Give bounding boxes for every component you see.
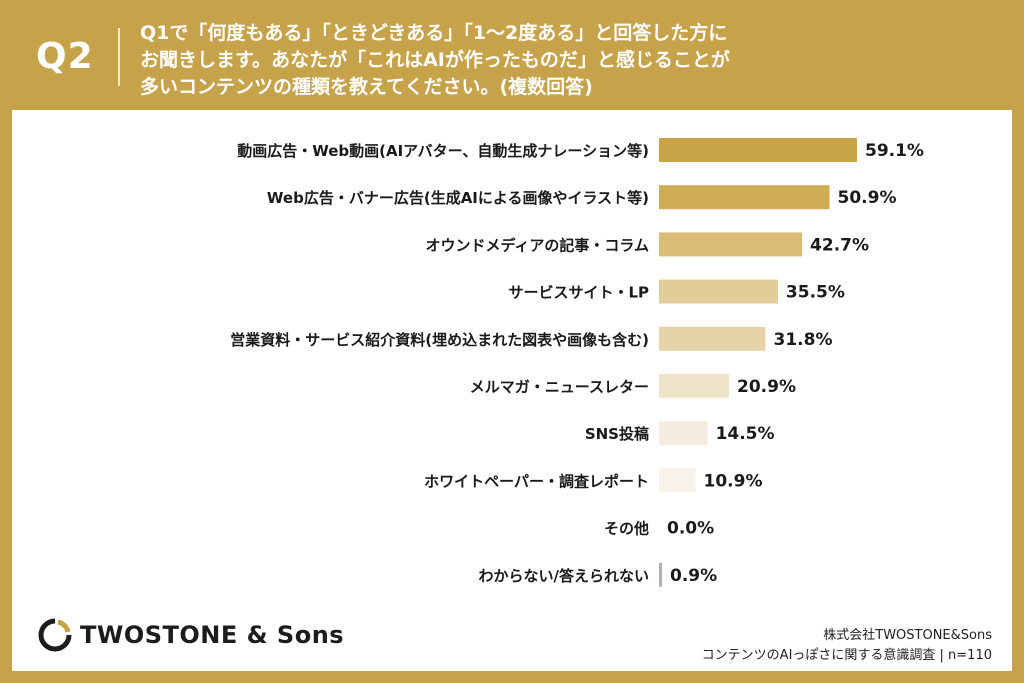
value-label: 14.5% — [716, 424, 775, 444]
category-label: ホワイトペーパー・調査レポート — [424, 472, 649, 490]
question-line-1: Q1で「何度もある」「ときどきある」「1〜2度ある」と回答した方に — [140, 22, 728, 44]
question-label: Q2 — [36, 36, 94, 77]
header-divider — [118, 28, 120, 86]
bar — [659, 374, 730, 398]
category-label: その他 — [604, 520, 649, 538]
bar — [659, 421, 708, 446]
value-label: 0.9% — [670, 566, 717, 586]
company-name: 株式会社TWOSTONE&Sons — [823, 628, 992, 643]
value-label: 35.5% — [786, 283, 845, 303]
bar — [659, 232, 803, 257]
category-label: オウンドメディアの記事・コラム — [425, 236, 649, 254]
bar-chart: 動画広告・Web動画(AIアバター、自動生成ナレーション等) 59.1% Web広告… — [230, 138, 924, 587]
footer-credit: 株式会社TWOSTONE&Sons コンテンツのAIっぽさに関する意識調査 | … — [702, 626, 992, 666]
bar — [659, 185, 830, 210]
value-label: 42.7% — [810, 235, 869, 255]
company-logo: TWOSTONE & Sons — [38, 618, 344, 652]
question-line-3: 多いコンテンツの種類を教えてください。(複数回答) — [140, 76, 593, 98]
survey-name: コンテンツのAIっぽさに関する意識調査 | n=110 — [701, 648, 992, 663]
category-label: メルマガ・ニュースレター — [470, 378, 649, 396]
logo-mark-icon — [38, 618, 72, 652]
category-label: 動画広告・Web動画(AIアバター、自動生成ナレーション等) — [237, 142, 649, 160]
bar — [659, 138, 857, 162]
category-label: わからない/答えられない — [479, 567, 649, 585]
value-label: 31.8% — [774, 330, 833, 350]
category-label: Web広告・バナー広告(生成AIによる画像やイラスト等) — [267, 189, 649, 207]
bar — [659, 562, 663, 587]
header: Q2 Q1で「何度もある」「ときどきある」「1〜2度ある」と回答した方に お聞き… — [0, 0, 1024, 105]
category-label: 営業資料・サービス紹介資料(埋め込まれた図表や画像も含む) — [230, 331, 649, 349]
value-label: 59.1% — [865, 141, 924, 161]
value-label: 50.9% — [838, 188, 897, 208]
value-label: 0.0% — [667, 519, 714, 539]
logo-text: TWOSTONE & Sons — [80, 621, 345, 649]
bar — [659, 326, 766, 351]
chart-panel: 動画広告・Web動画(AIアバター、自動生成ナレーション等) 59.1% Web広告… — [12, 110, 1012, 671]
category-label: SNS投稿 — [585, 425, 649, 443]
bar — [659, 468, 696, 493]
category-label: サービスサイト・LP — [508, 284, 649, 302]
bar — [659, 279, 778, 304]
value-label: 20.9% — [737, 377, 796, 397]
question-line-2: お聞きします。あなたが「これはAIが作ったものだ」と感じることが — [140, 49, 730, 71]
question-text: Q1で「何度もある」「ときどきある」「1〜2度ある」と回答した方に お聞きします… — [140, 20, 1010, 101]
value-label: 10.9% — [704, 471, 763, 491]
